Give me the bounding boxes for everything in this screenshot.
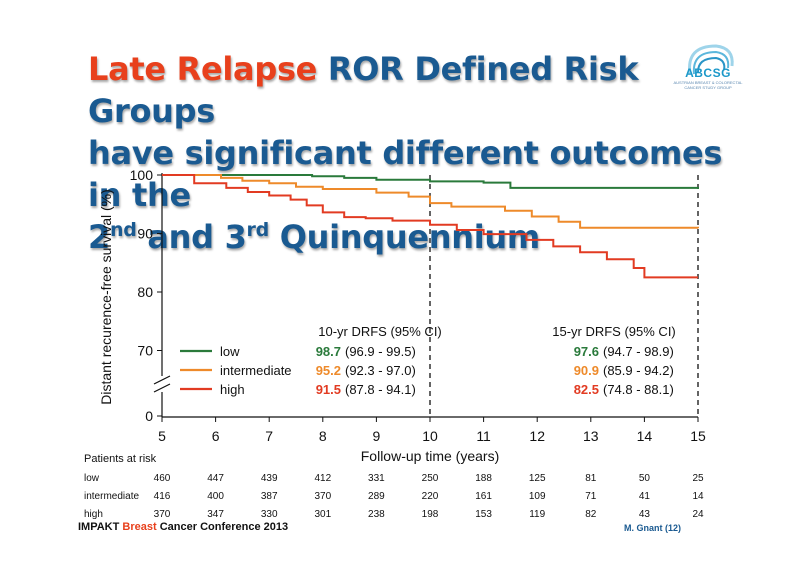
x-tick-label-9: 14: [637, 428, 653, 444]
series-line-high: [162, 174, 698, 279]
x-tick-label-10: 15: [690, 428, 706, 444]
footer-conference: IMPAKT Breast Cancer Conference 2013: [78, 521, 288, 533]
title-sup-1: nd: [109, 219, 137, 241]
risk-value-intermediate-12: 109: [529, 491, 546, 502]
risk-value-intermediate-7: 387: [261, 491, 278, 502]
risk-value-low-5: 460: [154, 473, 171, 484]
risk-value-intermediate-5: 416: [154, 491, 171, 502]
risk-value-intermediate-8: 370: [314, 491, 331, 502]
drfs15-high: 82.5: [574, 382, 599, 397]
y-tick-label-0: 0: [145, 408, 153, 424]
risk-value-high-12: 119: [529, 509, 545, 520]
risk-value-intermediate-14: 41: [639, 491, 651, 502]
title-line-3b: and 3: [136, 218, 247, 256]
abcsg-logo-icon: [688, 44, 734, 75]
risk-value-high-8: 301: [314, 509, 331, 520]
risk-value-high-10: 198: [422, 509, 439, 520]
ci15-low: (94.7 - 98.9): [603, 344, 674, 359]
ci15-intermediate: (85.9 - 94.2): [603, 363, 674, 378]
axis-break-mark-2: [153, 383, 171, 393]
x-tick-label-8: 13: [583, 428, 599, 444]
slide-title: Late Relapse ROR Defined Risk Groups hav…: [88, 48, 728, 258]
footer-part-2: Cancer Conference 2013: [156, 521, 289, 533]
footer-part-red: Breast: [122, 521, 157, 533]
risk-row-label-low: low: [84, 473, 100, 484]
footer-part-1: IMPAKT: [78, 521, 123, 533]
x-tick-label-0: 5: [158, 428, 166, 444]
risk-row-label-intermediate: intermediate: [84, 491, 139, 502]
drfs10-intermediate: 95.2: [316, 363, 341, 378]
logo-text: ABCSG: [685, 66, 731, 80]
ci15-high: (74.8 - 88.1): [603, 382, 674, 397]
risk-value-low-10: 250: [422, 473, 439, 484]
footer-author-page: M. Gnant (12): [624, 523, 682, 533]
risk-value-low-13: 81: [585, 473, 597, 484]
title-sup-2: rd: [246, 219, 270, 241]
risk-value-high-14: 43: [639, 509, 651, 520]
risk-value-intermediate-13: 71: [585, 491, 597, 502]
risk-table-header: Patients at risk: [84, 453, 157, 465]
y-tick-label-4: 100: [130, 167, 154, 183]
drfs15-intermediate: 90.9: [574, 363, 599, 378]
risk-value-high-5: 370: [154, 509, 171, 520]
risk-row-label-high: high: [84, 509, 103, 520]
risk-value-high-6: 347: [207, 509, 224, 520]
drfs10-low: 98.7: [316, 344, 341, 359]
ci10-low: (96.9 - 99.5): [345, 344, 416, 359]
y-tick-label-3: 90: [137, 226, 153, 242]
y-tick-label-2: 80: [137, 284, 153, 300]
risk-value-intermediate-11: 161: [475, 491, 492, 502]
x-tick-label-1: 6: [212, 428, 220, 444]
y-axis-label: Distant recurence-free survival (%): [98, 189, 114, 405]
x-tick-label-6: 11: [476, 428, 491, 444]
risk-value-intermediate-10: 220: [422, 491, 439, 502]
risk-value-low-8: 412: [314, 473, 331, 484]
x-tick-label-4: 9: [373, 428, 381, 444]
risk-value-intermediate-6: 400: [207, 491, 224, 502]
x-axis-label: Follow-up time (years): [361, 448, 499, 464]
y-tick-label-1: 70: [137, 343, 153, 359]
logo-subtext: AUSTRIAN BREAST & COLORECTAL CANCER STUD…: [673, 80, 743, 90]
title-red-part: Late Relapse: [88, 50, 318, 88]
risk-value-high-11: 153: [475, 509, 492, 520]
x-tick-label-3: 8: [319, 428, 327, 444]
title-line-3a: 2: [88, 218, 110, 256]
x-tick-label-5: 10: [422, 428, 438, 444]
ci10-high: (87.8 - 94.1): [345, 382, 416, 397]
risk-value-high-15: 24: [692, 509, 704, 520]
legend-label-high: high: [220, 382, 245, 397]
annotation-10yr-header: 10-yr DRFS (95% CI): [318, 324, 442, 339]
risk-value-intermediate-15: 14: [692, 491, 704, 502]
title-line-3c: Quinquennium: [268, 218, 541, 256]
risk-value-low-14: 50: [639, 473, 651, 484]
drfs15-low: 97.6: [574, 344, 599, 359]
legend-label-intermediate: intermediate: [220, 363, 292, 378]
risk-value-low-15: 25: [692, 473, 704, 484]
risk-value-low-6: 447: [207, 473, 224, 484]
x-tick-label-7: 12: [529, 428, 545, 444]
axis-break-mark-1: [153, 375, 171, 385]
risk-value-intermediate-9: 289: [368, 491, 385, 502]
risk-value-high-13: 82: [585, 509, 597, 520]
title-line-2: have significant different outcomes in t…: [88, 134, 723, 214]
ci10-intermediate: (92.3 - 97.0): [345, 363, 416, 378]
series-line-intermediate: [162, 174, 699, 229]
risk-value-low-9: 331: [368, 473, 385, 484]
risk-value-high-9: 238: [368, 509, 385, 520]
series-line-low: [162, 174, 699, 189]
risk-value-low-7: 439: [261, 473, 278, 484]
title-part-1: ROR Defined Risk Groups: [88, 50, 639, 130]
annotation-15yr-header: 15-yr DRFS (95% CI): [552, 324, 676, 339]
drfs10-high: 91.5: [316, 382, 341, 397]
risk-value-low-12: 125: [529, 473, 546, 484]
legend-label-low: low: [220, 344, 240, 359]
risk-value-low-11: 188: [475, 473, 492, 484]
x-tick-label-2: 7: [265, 428, 273, 444]
risk-value-high-7: 330: [261, 509, 278, 520]
